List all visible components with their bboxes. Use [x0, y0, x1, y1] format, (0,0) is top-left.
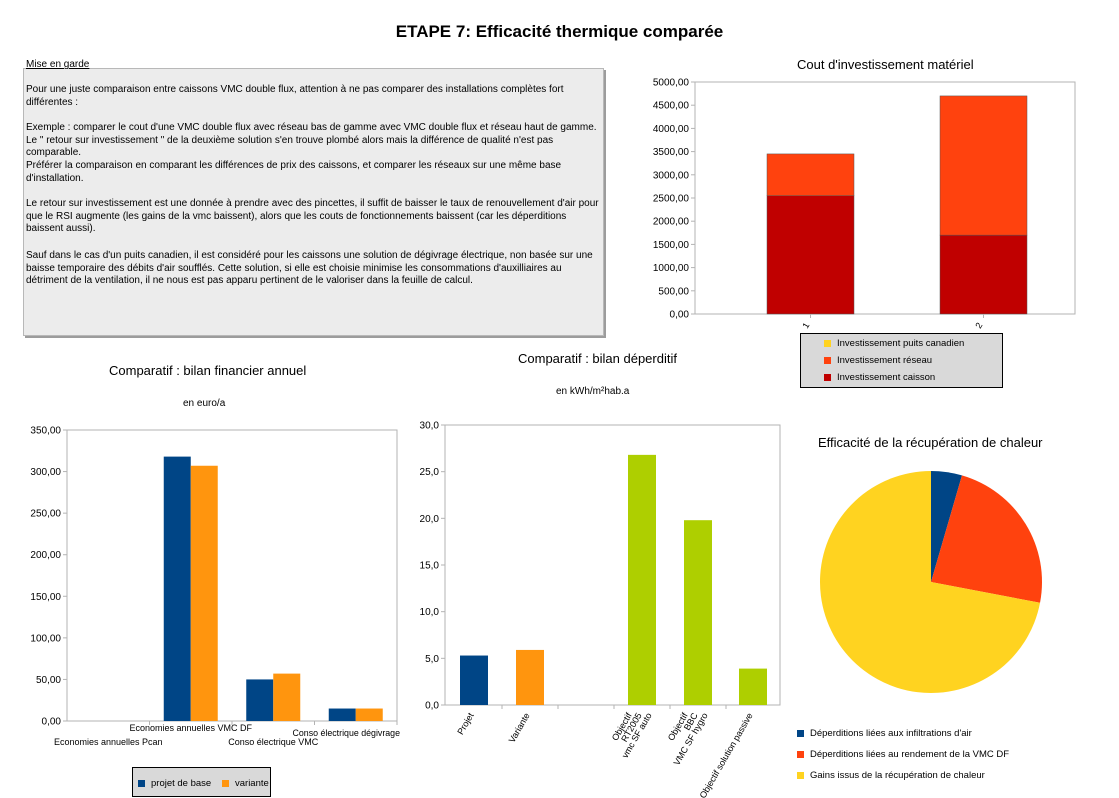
- loss-y-tick-label: 20,0: [420, 514, 440, 525]
- financial-chart-title: Comparatif : bilan financier annuel: [109, 363, 307, 378]
- legend-item: variante: [222, 778, 269, 789]
- investment-y-tick-label: 4500,00: [653, 101, 690, 112]
- financial-bar: [190, 465, 218, 721]
- investment-y-tick-label: 3000,00: [653, 170, 690, 181]
- investment-y-tick-label: 2500,00: [653, 194, 690, 205]
- loss-y-tick-label: 25,0: [420, 467, 440, 478]
- investment-x-tick-label: 1: [800, 321, 811, 330]
- investment-bar-segment: [766, 153, 855, 196]
- loss-bar: [516, 649, 544, 705]
- financial-chart-subtitle: en euro/a: [183, 398, 226, 409]
- financial-legend: [132, 767, 271, 797]
- loss-y-tick-label: 5,0: [425, 654, 439, 665]
- legend-label: Gains issus de la récupération de chaleu…: [810, 770, 985, 781]
- legend-label: Déperditions liées aux infiltrations d'a…: [810, 728, 972, 739]
- investment-y-tick-label: 500,00: [658, 286, 689, 297]
- financial-bar: [163, 456, 191, 721]
- legend-swatch: [824, 357, 831, 364]
- legend-item: projet de base: [138, 778, 211, 789]
- loss-x-tick-label: Projet: [455, 711, 476, 737]
- legend-item: Investissement réseau: [824, 355, 932, 366]
- financial-y-tick-label: 350,00: [30, 426, 61, 437]
- financial-x-tick-label: Economies annuelles Pcan: [54, 737, 163, 747]
- investment-bar-segment: [766, 195, 855, 315]
- investment-y-tick-label: 5000,00: [653, 78, 690, 89]
- legend-swatch: [138, 780, 145, 787]
- financial-x-tick-label: Conso électrique dégivrage: [293, 728, 401, 738]
- financial-y-tick-label: 300,00: [30, 467, 61, 478]
- warning-paragraph: Sauf dans le cas d'un puits canadien, il…: [26, 250, 593, 287]
- legend-swatch: [824, 340, 831, 347]
- financial-bar: [246, 679, 274, 721]
- financial-y-tick-label: 250,00: [30, 509, 61, 520]
- legend-swatch: [222, 780, 229, 787]
- investment-y-tick-label: 4000,00: [653, 124, 690, 135]
- financial-bar: [328, 708, 356, 721]
- loss-bar: [684, 520, 712, 705]
- investment-legend: [800, 333, 1003, 388]
- financial-bar: [355, 708, 383, 721]
- loss-y-tick-label: 30,0: [420, 421, 440, 432]
- loss-chart-subtitle: en kWh/m²hab.a: [556, 386, 630, 397]
- legend-label: Investissement caisson: [837, 372, 936, 383]
- loss-plot-frame: [444, 424, 781, 706]
- loss-y-tick-label: 0,0: [425, 701, 439, 712]
- page-title: ETAPE 7: Efficacité thermique comparée: [395, 22, 724, 41]
- legend-item: Déperditions liées aux infiltrations d'a…: [797, 728, 972, 739]
- loss-x-tick-label: Objectif solution passive: [698, 711, 755, 798]
- financial-y-tick-label: 200,00: [30, 550, 61, 561]
- loss-bar: [628, 454, 656, 705]
- investment-y-tick-label: 1000,00: [653, 263, 690, 274]
- legend-item: Investissement puits canadien: [824, 338, 964, 349]
- legend-label: Investissement puits canadien: [837, 338, 965, 349]
- warning-paragraph: Préférer la comparaison en comparant les…: [26, 160, 562, 184]
- investment-y-tick-label: 1500,00: [653, 240, 690, 251]
- financial-y-tick-label: 50,00: [36, 675, 61, 686]
- financial-y-tick-label: 150,00: [30, 592, 61, 603]
- loss-y-tick-label: 15,0: [420, 561, 440, 572]
- pie-slice: [931, 475, 1042, 603]
- warning-paragraph: Le retour sur investissement est une don…: [26, 198, 599, 235]
- warning-text-box: [23, 68, 604, 336]
- legend-label: variante: [235, 778, 269, 789]
- legend-item: Gains issus de la récupération de chaleu…: [797, 770, 985, 781]
- pie-slice: [820, 471, 1041, 693]
- loss-bar: [739, 668, 767, 705]
- investment-x-tick-label: 2: [973, 321, 984, 330]
- recovery-chart-title: Efficacité de la récupération de chaleur: [818, 435, 1043, 450]
- investment-y-tick-label: 0,00: [670, 310, 690, 321]
- warning-paragraph: Pour une juste comparaison entre caisson…: [26, 84, 564, 108]
- legend-label: projet de base: [151, 778, 212, 789]
- loss-bar: [460, 655, 488, 705]
- financial-y-tick-label: 100,00: [30, 633, 61, 644]
- legend-swatch: [797, 772, 804, 779]
- legend-swatch: [797, 730, 804, 737]
- loss-y-tick-label: 10,0: [420, 607, 440, 618]
- investment-bar-segment: [939, 95, 1028, 236]
- investment-y-tick-label: 3500,00: [653, 147, 690, 158]
- financial-y-tick-label: 0,00: [42, 717, 62, 728]
- legend-label: Déperditions liées au rendement de la VM…: [810, 749, 1010, 760]
- loss-chart-title: Comparatif : bilan déperditif: [518, 351, 677, 366]
- financial-x-tick-label: Conso électrique VMC: [228, 737, 319, 747]
- pie-slice: [931, 471, 962, 582]
- legend-swatch: [797, 751, 804, 758]
- investment-bar-segment: [939, 234, 1028, 315]
- loss-x-tick-label: Variante: [507, 711, 532, 744]
- investment-y-tick-label: 2000,00: [653, 217, 690, 228]
- financial-plot-frame: [66, 429, 398, 722]
- financial-x-tick-label: Economies annuelles VMC DF: [129, 723, 252, 733]
- legend-item: Déperditions liées au rendement de la VM…: [797, 749, 1009, 760]
- legend-item: Investissement caisson: [824, 372, 935, 383]
- legend-label: Investissement réseau: [837, 355, 933, 366]
- warning-paragraph: Exemple : comparer le cout d'une VMC dou…: [26, 122, 597, 159]
- financial-bar: [273, 673, 301, 721]
- warning-heading: Mise en garde: [26, 59, 90, 70]
- investment-chart-title: Cout d'investissement matériel: [797, 57, 974, 72]
- legend-swatch: [824, 374, 831, 381]
